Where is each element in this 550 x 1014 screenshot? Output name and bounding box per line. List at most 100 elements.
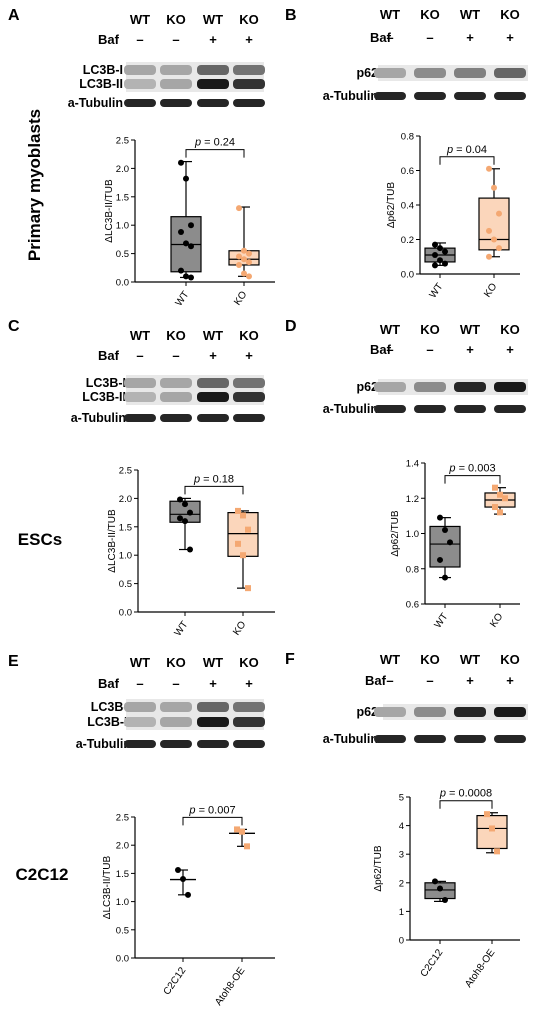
blot-band bbox=[197, 717, 229, 727]
y-tick-label: 2.0 bbox=[116, 841, 129, 852]
data-point bbox=[183, 273, 189, 280]
blot-band bbox=[374, 68, 406, 78]
baf-label: Baf bbox=[98, 676, 120, 691]
blot-band bbox=[160, 414, 192, 422]
data-point bbox=[178, 267, 184, 274]
p-value-label: p = 0.04 bbox=[446, 144, 487, 156]
blot-background bbox=[126, 699, 264, 715]
panel-letter-A: A bbox=[8, 7, 20, 24]
blot-column-header: KO bbox=[500, 7, 520, 22]
data-point bbox=[437, 514, 443, 521]
blot-band bbox=[197, 414, 229, 422]
baf-sign: + bbox=[466, 342, 474, 357]
data-point bbox=[187, 546, 193, 553]
blot-band bbox=[233, 378, 265, 388]
baf-label: Baf bbox=[98, 32, 120, 47]
blot-background bbox=[126, 62, 264, 78]
y-tick-label: 1.5 bbox=[119, 522, 132, 533]
data-point bbox=[497, 509, 503, 516]
blot-background bbox=[126, 389, 264, 405]
data-point bbox=[236, 261, 242, 268]
blot-column-header: KO bbox=[166, 328, 186, 343]
box bbox=[476, 814, 508, 850]
data-point bbox=[489, 825, 495, 832]
blot-band-label: a-Tubulin bbox=[323, 732, 378, 746]
y-tick-label: 5 bbox=[399, 793, 404, 804]
baf-sign: + bbox=[506, 342, 514, 357]
x-category-label: KO bbox=[232, 289, 249, 307]
y-tick-label: 2 bbox=[399, 878, 404, 889]
blot-band bbox=[124, 702, 156, 712]
p-value-label: p = 0.003 bbox=[448, 463, 495, 475]
y-tick-label: 0.0 bbox=[119, 608, 132, 619]
data-point bbox=[245, 526, 251, 533]
y-tick-label: 1.0 bbox=[119, 551, 132, 562]
y-tick-label: 1.0 bbox=[116, 221, 129, 232]
p-value: = 0.003 bbox=[456, 463, 496, 475]
data-point bbox=[240, 552, 246, 559]
p-value-label: p = 0.18 bbox=[193, 473, 234, 485]
data-point bbox=[239, 828, 245, 835]
row-label-escs: ESCs bbox=[18, 530, 62, 549]
blot-band bbox=[414, 68, 446, 78]
data-point bbox=[432, 262, 438, 269]
blot-column-header: WT bbox=[380, 652, 400, 667]
data-point bbox=[182, 501, 188, 508]
baf-sign: – bbox=[426, 673, 433, 688]
y-axis-title: Δp62/TUB bbox=[390, 510, 401, 556]
blot-band bbox=[233, 392, 265, 402]
data-point bbox=[188, 243, 194, 250]
data-point bbox=[240, 512, 246, 519]
panel-letter-F: F bbox=[285, 651, 295, 668]
p-value: = 0.04 bbox=[453, 144, 487, 156]
baf-sign: – bbox=[386, 673, 393, 688]
data-point bbox=[183, 240, 189, 247]
y-tick-label: 0.5 bbox=[116, 925, 129, 936]
data-point bbox=[442, 526, 448, 533]
blot-background bbox=[126, 96, 264, 110]
baf-sign: + bbox=[245, 348, 253, 363]
p-symbol: p bbox=[188, 804, 195, 816]
x-category-label: KO bbox=[231, 619, 248, 637]
blot-band bbox=[233, 65, 265, 75]
y-tick-label: 0.0 bbox=[116, 278, 129, 289]
x-category-label: WT bbox=[428, 281, 446, 300]
significance-bracket bbox=[182, 816, 243, 826]
blot-band bbox=[160, 79, 192, 89]
blot-background bbox=[378, 402, 528, 416]
data-point bbox=[236, 253, 242, 260]
blot-band-label: LC3B-II bbox=[87, 715, 131, 729]
blot-band bbox=[160, 65, 192, 75]
data-point bbox=[177, 515, 183, 522]
blot-background bbox=[126, 76, 264, 92]
blot-band bbox=[233, 740, 265, 748]
blot-band bbox=[494, 92, 526, 100]
y-tick-label: 2.5 bbox=[116, 136, 129, 147]
blot-column-header: KO bbox=[420, 652, 440, 667]
x-category-label: KO bbox=[488, 611, 505, 629]
p-value: = 0.0008 bbox=[446, 788, 492, 800]
blot-column-header: WT bbox=[130, 655, 150, 670]
blot-band bbox=[454, 92, 486, 100]
data-point bbox=[486, 165, 492, 172]
x-category-label: C2C12 bbox=[419, 947, 446, 979]
blot-column-header: KO bbox=[239, 328, 259, 343]
data-point bbox=[182, 518, 188, 525]
blot-band bbox=[124, 99, 156, 107]
significance-bracket bbox=[185, 149, 245, 158]
data-point bbox=[496, 245, 502, 252]
blot-band bbox=[160, 702, 192, 712]
y-tick-label: 1.2 bbox=[406, 494, 419, 505]
y-tick-label: 0.8 bbox=[406, 564, 419, 575]
data-point bbox=[241, 256, 247, 263]
baf-sign: + bbox=[466, 30, 474, 45]
blot-band bbox=[233, 99, 265, 107]
y-axis-title: ΔLC3B-II/TUB bbox=[102, 855, 113, 919]
data-point bbox=[486, 227, 492, 234]
baf-sign: + bbox=[506, 673, 514, 688]
blot-band bbox=[160, 99, 192, 107]
blot-band bbox=[160, 378, 192, 388]
blot-band bbox=[454, 68, 486, 78]
blot-column-header: WT bbox=[203, 655, 223, 670]
